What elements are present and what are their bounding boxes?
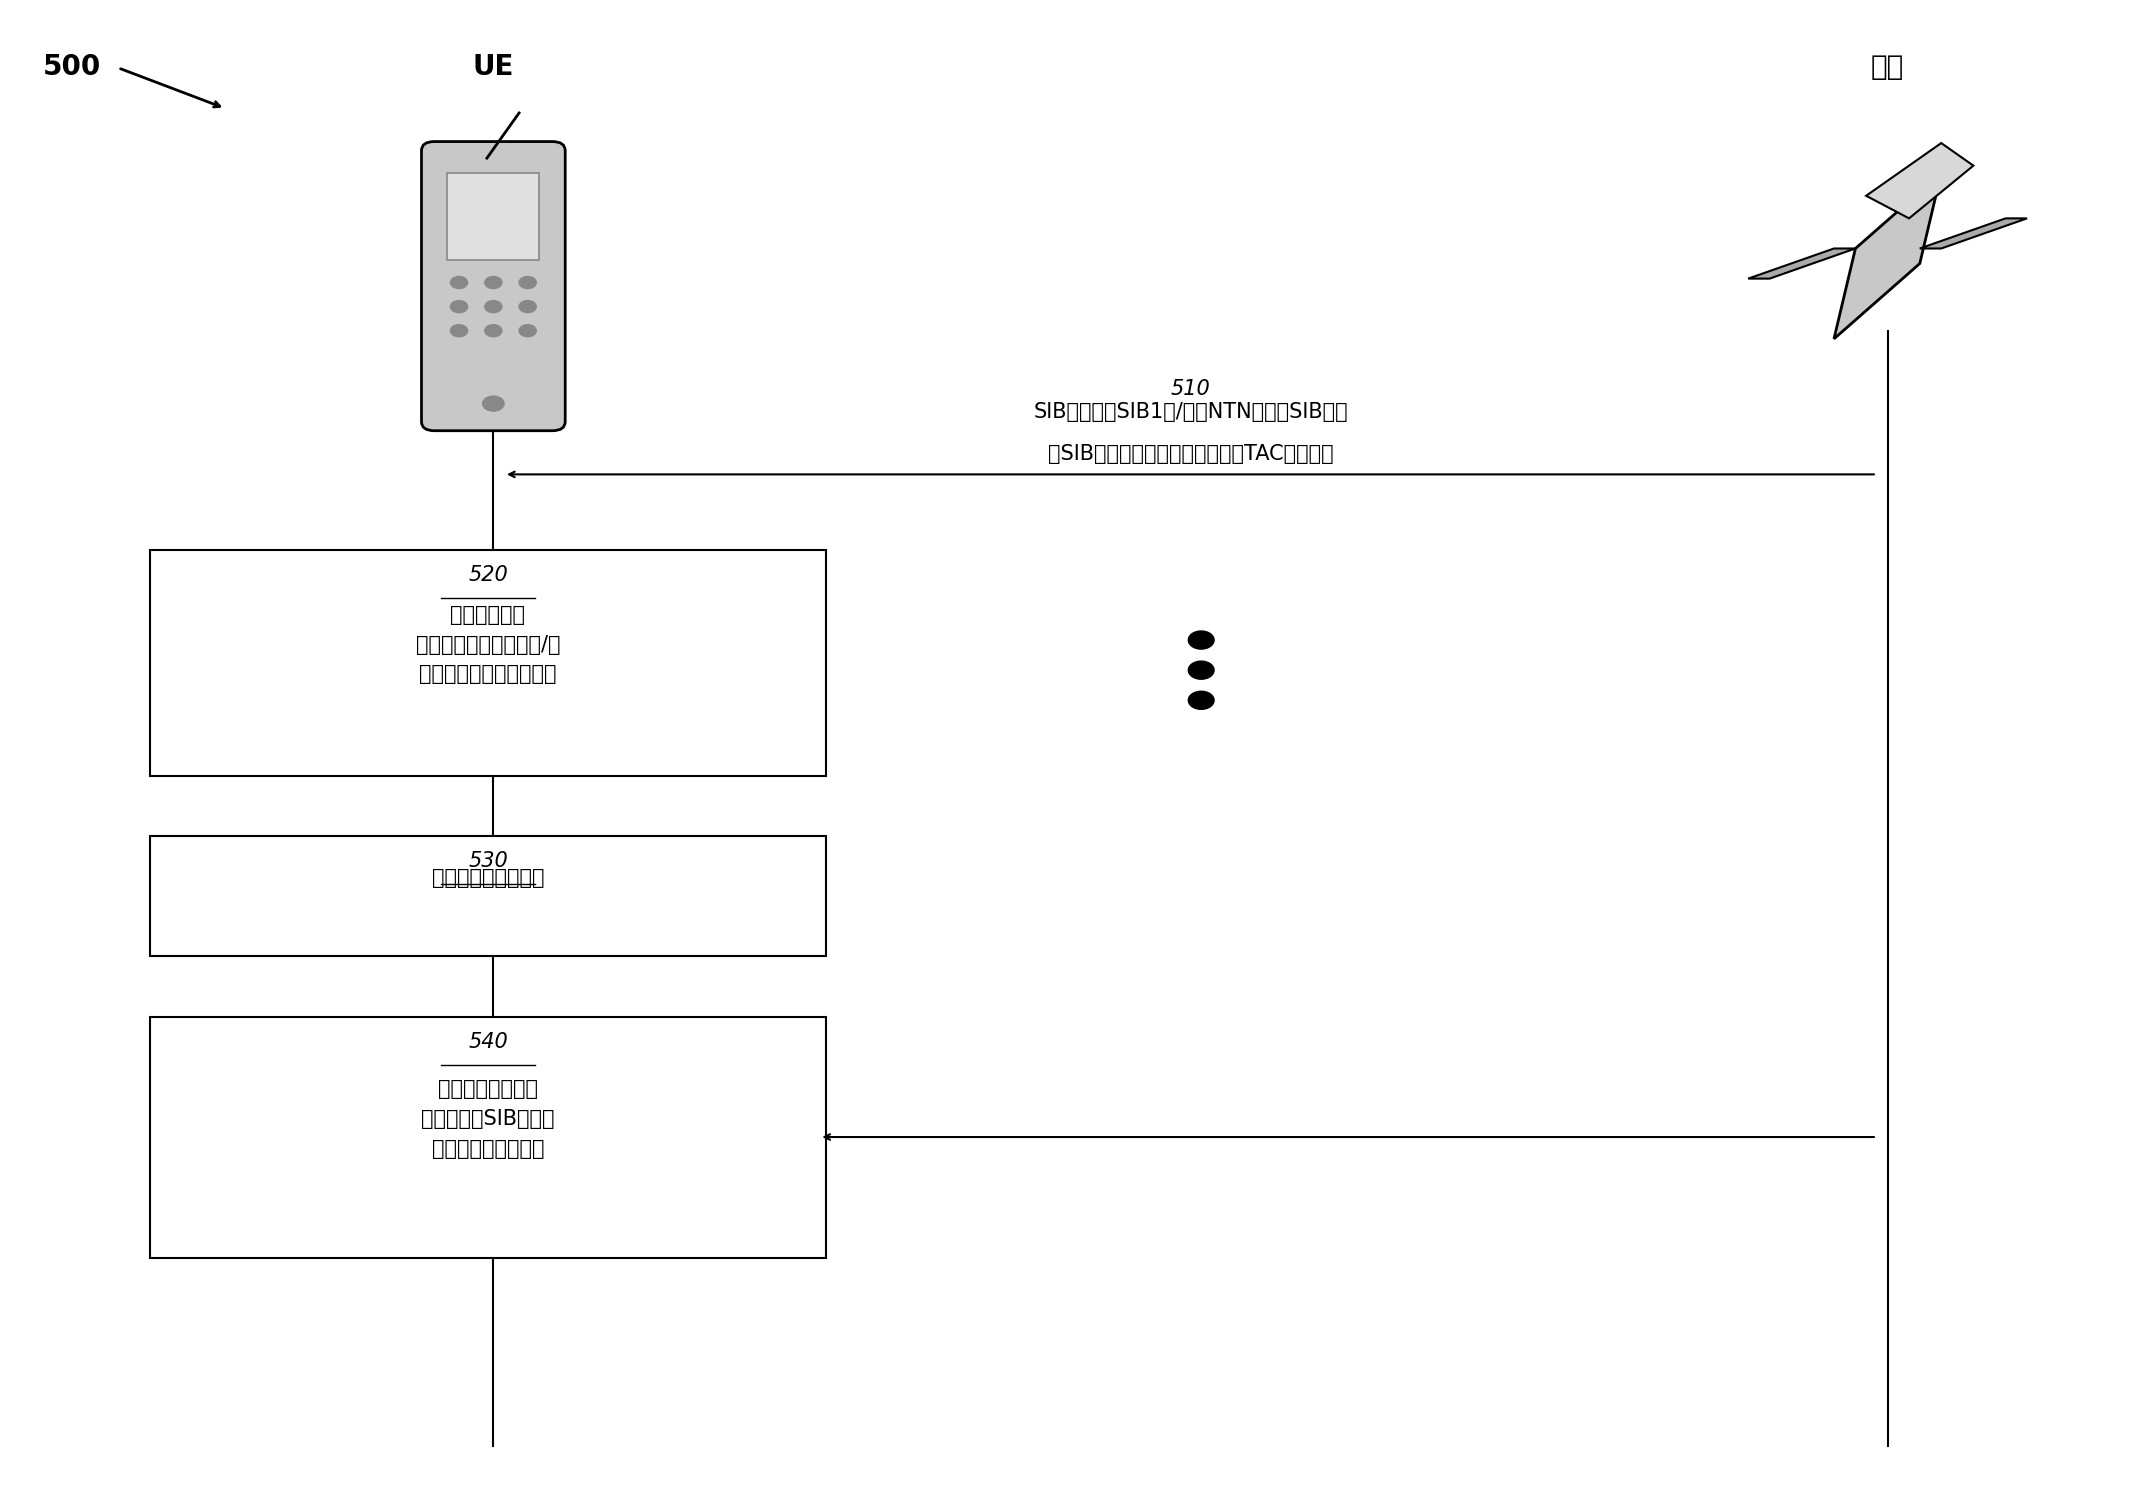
Text: 该SIB指示系统信息参数（例如，TAC、星历）: 该SIB指示系统信息参数（例如，TAC、星历） (1047, 444, 1334, 464)
Text: 520: 520 (468, 565, 508, 584)
Text: 510: 510 (1171, 380, 1210, 399)
Text: 卫星: 卫星 (1870, 53, 1905, 81)
Text: 530: 530 (468, 851, 508, 870)
Text: 540: 540 (468, 1032, 508, 1051)
Circle shape (485, 301, 502, 313)
Circle shape (1188, 661, 1214, 679)
Polygon shape (1748, 248, 1855, 279)
Polygon shape (1920, 218, 2027, 248)
FancyBboxPatch shape (420, 142, 566, 431)
Circle shape (519, 277, 536, 289)
Circle shape (485, 277, 502, 289)
Text: 确定用于更新
（诸）系统信息参数和/或
蜂窝小区状态的参考时间: 确定用于更新 （诸）系统信息参数和/或 蜂窝小区状态的参考时间 (416, 605, 560, 684)
Text: SIB（例如，SIB1和/或因NTN而异的SIB），: SIB（例如，SIB1和/或因NTN而异的SIB）， (1034, 402, 1347, 422)
Text: 确定更新定时器长度: 确定更新定时器长度 (431, 867, 545, 889)
Circle shape (483, 396, 504, 411)
Circle shape (450, 301, 468, 313)
Circle shape (485, 325, 502, 337)
Circle shape (450, 325, 468, 337)
Polygon shape (1834, 173, 1941, 339)
FancyBboxPatch shape (150, 836, 826, 956)
Text: 500: 500 (43, 53, 101, 81)
Polygon shape (1866, 143, 1973, 218)
Circle shape (1188, 691, 1214, 709)
Text: UE: UE (472, 53, 515, 81)
Circle shape (1188, 631, 1214, 649)
Text: 在期满时间之后，
获取（诸）SIB以刷新
（诸）系统信息参数: 在期满时间之后， 获取（诸）SIB以刷新 （诸）系统信息参数 (420, 1080, 556, 1158)
Circle shape (519, 325, 536, 337)
Circle shape (519, 301, 536, 313)
FancyBboxPatch shape (150, 550, 826, 776)
Circle shape (450, 277, 468, 289)
FancyBboxPatch shape (150, 1017, 826, 1258)
FancyBboxPatch shape (448, 173, 541, 261)
